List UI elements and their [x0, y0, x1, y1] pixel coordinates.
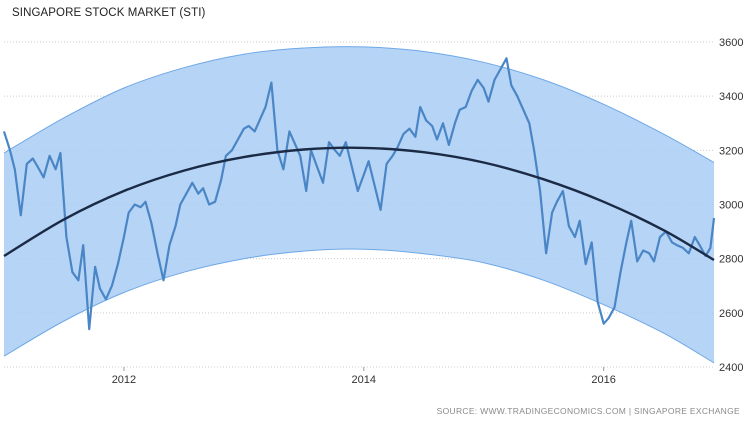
- y-tick-label: 2600: [719, 308, 743, 320]
- trend-layer: [3, 146, 715, 262]
- y-tick-label: 2800: [719, 254, 743, 266]
- x-tick-label: 2014: [352, 374, 376, 386]
- y-tick-label: 3200: [719, 145, 743, 157]
- confidence-band-layer: [3, 46, 715, 364]
- series-layer: [2, 57, 716, 331]
- series-line-sti: [2, 57, 716, 331]
- y-tick-label: 3600: [719, 37, 743, 49]
- band-lower-edge: [3, 248, 715, 364]
- x-tick-label: 2012: [112, 374, 136, 386]
- y-tick-label: 3000: [719, 200, 743, 212]
- confidence-band: [4, 46, 714, 363]
- chart-title: SINGAPORE STOCK MARKET (STI): [12, 7, 206, 19]
- axis-layer: 2400 2600 2800 3000 3200 3400 3600 2012 2014 2016: [112, 37, 744, 386]
- x-tick-label: 2016: [591, 374, 615, 386]
- y-tick-label: 3400: [719, 91, 743, 103]
- y-tick-label: 2400: [719, 362, 743, 374]
- trend-line: [3, 146, 715, 262]
- source-credit: SOURCE: WWW.TRADINGECONOMICS.COM | SINGA…: [436, 406, 740, 416]
- band-upper-edge: [3, 46, 715, 163]
